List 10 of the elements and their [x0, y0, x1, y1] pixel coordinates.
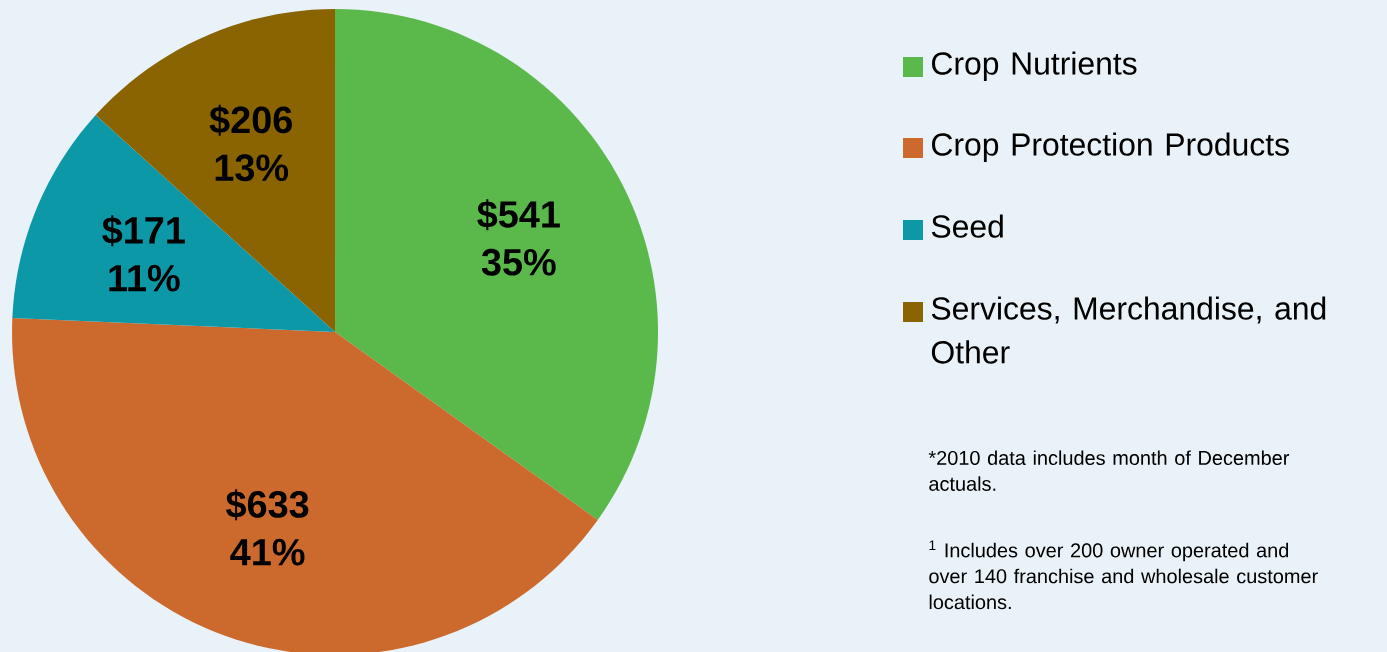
data-label: $633 41%	[226, 489, 309, 566]
legend-label: Crop Nutrients	[932, 51, 1137, 82]
legend-label: Services, Merchandise, and Other	[931, 296, 1326, 364]
legend-label: Crop Protection Products	[932, 132, 1289, 163]
text: *2010 data includes month of December actuals.	[928, 450, 1290, 491]
data-label: $541 35%	[477, 199, 560, 276]
legend-label: Seed	[931, 214, 1003, 238]
text: $^{1}$ Includes over 200 owner operated and over 140 franchise and wholesale customer locations.	[929, 540, 1318, 610]
data-label: $171 11%	[102, 215, 185, 292]
data-label: $206 13%	[209, 104, 292, 182]
